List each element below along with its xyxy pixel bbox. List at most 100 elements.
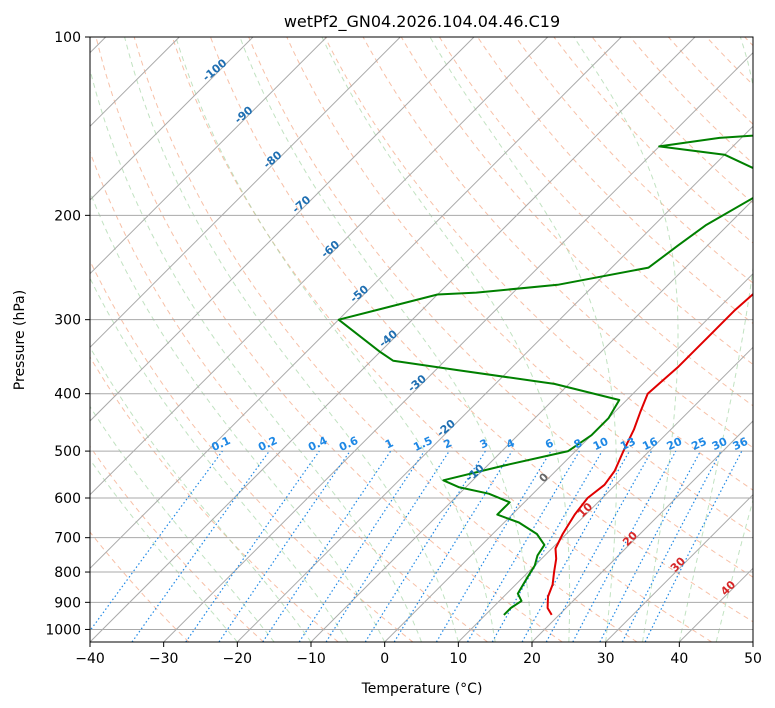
- mixing-ratio-label: 4: [504, 436, 517, 451]
- isotherm-label: -10: [463, 461, 487, 484]
- moist-adiabat-label: 40: [718, 578, 738, 598]
- y-tick-label: 200: [54, 208, 81, 224]
- dry-adiabat: [706, 37, 753, 86]
- x-tick-label: 10: [449, 651, 467, 667]
- isotherm-label: -30: [405, 372, 429, 395]
- isotherm-label: -70: [290, 193, 314, 216]
- isotherm: [531, 420, 753, 642]
- moist-adiabat: [90, 405, 275, 642]
- moist-adiabat: [429, 37, 617, 642]
- x-tick-label: 30: [597, 651, 615, 667]
- isotherm: [605, 493, 753, 642]
- dry-adiabat: [210, 37, 753, 623]
- y-tick-label: 300: [54, 313, 81, 329]
- x-tick-label: −20: [223, 651, 253, 667]
- moist-adiabat: [90, 190, 386, 642]
- mixing-ratio-label: 3: [478, 436, 490, 451]
- y-tick-label: 1000: [45, 622, 81, 638]
- isotherm: [678, 567, 753, 642]
- isotherm: [90, 37, 696, 642]
- moist-adiabat: [90, 67, 422, 642]
- moist-adiabat: [124, 37, 459, 642]
- isotherm: [163, 51, 753, 642]
- dry-adiabat: [90, 259, 414, 642]
- dewpoint-line: [337, 134, 753, 616]
- y-tick-label: 800: [54, 565, 81, 581]
- isotherm: [90, 37, 254, 201]
- dry-adiabat: [591, 37, 753, 204]
- mixing-ratio-line: [325, 450, 450, 642]
- mixing-ratio-label: 36: [731, 435, 751, 453]
- isotherm: [90, 37, 549, 496]
- dry-adiabat: [90, 356, 339, 642]
- mixing-ratio-label: 10: [591, 435, 611, 453]
- dry-adiabat: [95, 37, 563, 642]
- moist-adiabat: [321, 37, 571, 642]
- isotherm-label: -80: [261, 148, 285, 171]
- plot-frame: [89, 36, 754, 643]
- dry-adiabat: [133, 37, 638, 642]
- mixing-ratio-label: 6: [543, 436, 556, 451]
- moist-adiabat: [715, 498, 753, 642]
- moist-adiabat: [175, 37, 496, 642]
- moist-adiabat-label: 10: [575, 500, 595, 520]
- x-tick-label: 20: [523, 651, 541, 667]
- mixing-ratio-line: [521, 450, 631, 642]
- x-tick-label: 50: [744, 651, 762, 667]
- profiles: [337, 134, 753, 616]
- mixing-ratio-line: [435, 450, 552, 642]
- isotherm: [752, 641, 753, 642]
- dry-adiabat: [515, 37, 753, 284]
- dry-adiabat: [90, 150, 488, 642]
- dry-adiabat: [90, 445, 264, 642]
- y-tick-label: 100: [54, 30, 81, 46]
- background-lines: [90, 37, 753, 642]
- isotherm: [90, 37, 475, 422]
- dry-adiabat: [171, 37, 712, 642]
- dry-adiabat: [744, 37, 753, 47]
- dry-adiabat: [90, 531, 190, 642]
- isotherm-label: -40: [376, 327, 400, 350]
- isotherm: [90, 37, 401, 349]
- moist-adiabat: [90, 277, 349, 642]
- mixing-ratio-label: 13: [618, 435, 637, 453]
- dry-adiabat: [668, 37, 753, 125]
- isotherm: [236, 125, 753, 642]
- isotherm: [384, 272, 753, 642]
- mixing-ratio-label: 25: [689, 435, 708, 453]
- y-tick-label: 400: [54, 387, 81, 403]
- x-tick-label: 40: [670, 651, 688, 667]
- x-axis-label: Temperature (°C): [361, 681, 483, 697]
- isotherm: [457, 346, 753, 642]
- mixing-ratio-line: [218, 450, 351, 642]
- mixing-ratio-line: [466, 450, 580, 642]
- mixing-ratio-line: [262, 450, 392, 642]
- mixing-ratio-label: 2: [442, 436, 454, 451]
- x-tick-label: −30: [149, 651, 179, 667]
- mixing-ratio-label: 1: [383, 436, 395, 451]
- isotherm-label: -90: [232, 103, 256, 126]
- mixing-ratio-label: 30: [710, 435, 730, 453]
- isotherm-label: -20: [434, 417, 458, 440]
- moist-adiabat: [90, 458, 238, 642]
- mixing-ratio-line: [131, 450, 270, 642]
- dry-adiabat: [438, 37, 753, 366]
- moist-adiabat: [90, 346, 312, 642]
- dry-adiabat: [400, 37, 753, 407]
- isotherm-label: -60: [319, 238, 343, 261]
- y-tick-label: 600: [54, 491, 81, 507]
- y-axis-label: Pressure (hPa): [12, 290, 28, 390]
- isotherm: [90, 37, 328, 275]
- moist-adiabat: [573, 37, 679, 642]
- moist-adiabat: [239, 37, 533, 642]
- isotherm-label: -100: [200, 56, 230, 84]
- mixing-ratio-line: [572, 450, 677, 642]
- x-tick-label: 0: [380, 651, 389, 667]
- y-tick-label: 700: [54, 531, 81, 547]
- mixing-ratio-label: 16: [640, 435, 660, 453]
- mixing-ratio-line: [298, 450, 425, 642]
- isotherm: [310, 199, 753, 642]
- mixing-ratio-line: [644, 450, 743, 642]
- y-tick-label: 500: [54, 444, 81, 460]
